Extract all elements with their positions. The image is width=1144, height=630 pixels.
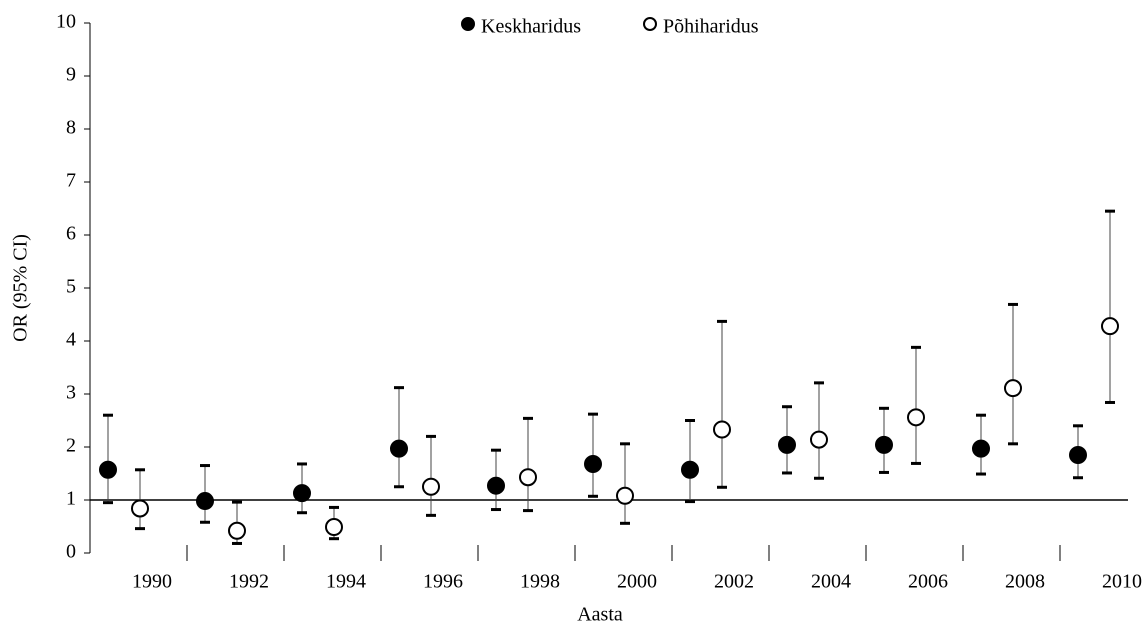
- point: [519, 468, 537, 487]
- point: [487, 476, 505, 495]
- point: [1101, 317, 1119, 336]
- point: [875, 435, 893, 454]
- point: [325, 518, 343, 537]
- point: [810, 430, 828, 449]
- y-tick-label: 8: [66, 117, 76, 139]
- point: [99, 460, 117, 479]
- x-tick-label: 1990: [132, 571, 172, 593]
- y-tick-label: 7: [66, 170, 76, 192]
- point: [293, 484, 311, 503]
- point: [616, 486, 634, 505]
- x-tick-label: 1996: [423, 571, 463, 593]
- point: [907, 408, 925, 427]
- legend-label: Põhiharidus: [663, 16, 759, 38]
- y-tick-label: 3: [66, 382, 76, 404]
- point: [713, 420, 731, 439]
- y-tick-label: 10: [56, 11, 76, 33]
- point: [228, 521, 246, 540]
- point: [390, 439, 408, 458]
- legend-label: Keskharidus: [481, 16, 581, 38]
- point: [584, 454, 602, 473]
- point: [1069, 445, 1087, 464]
- x-tick-label: 2002: [714, 571, 754, 593]
- y-axis-label: OR (95% CI): [10, 234, 32, 342]
- y-tick-label: 9: [66, 64, 76, 86]
- y-tick-label: 0: [66, 541, 76, 563]
- legend-marker: [643, 17, 657, 31]
- point: [422, 477, 440, 496]
- point: [681, 460, 699, 479]
- y-tick-label: 6: [66, 223, 76, 245]
- x-tick-label: 2010: [1102, 571, 1142, 593]
- y-tick-label: 4: [66, 329, 76, 351]
- x-tick-label: 1998: [520, 571, 560, 593]
- legend-marker: [461, 17, 475, 31]
- x-tick-label: 2006: [908, 571, 948, 593]
- y-tick-label: 1: [66, 488, 76, 510]
- x-axis-label: Aasta: [577, 604, 623, 626]
- x-tick-label: 2008: [1005, 571, 1045, 593]
- y-tick-label: 2: [66, 435, 76, 457]
- point: [778, 435, 796, 454]
- point: [196, 492, 214, 511]
- x-tick-label: 2000: [617, 571, 657, 593]
- point: [1004, 379, 1022, 398]
- x-tick-label: 2004: [811, 571, 851, 593]
- point: [972, 439, 990, 458]
- x-tick-label: 1994: [326, 571, 366, 593]
- y-tick-label: 5: [66, 276, 76, 298]
- point: [131, 499, 149, 518]
- x-tick-label: 1992: [229, 571, 269, 593]
